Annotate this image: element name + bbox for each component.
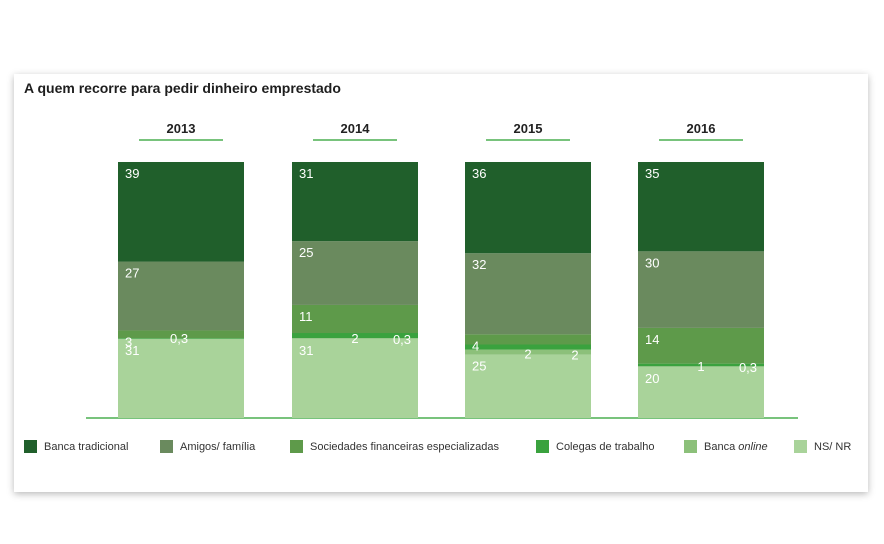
legend-label: Colegas de trabalho bbox=[556, 440, 655, 453]
bar-segment bbox=[118, 338, 244, 418]
value-label: 31 bbox=[299, 343, 313, 358]
value-label: 11 bbox=[299, 309, 313, 324]
bar-segment bbox=[118, 261, 244, 331]
bar-segment bbox=[465, 162, 591, 254]
legend-item-sociedades-financeiras: Sociedades financeiras especializadas bbox=[290, 440, 499, 453]
bar-segment bbox=[292, 162, 418, 242]
legend-swatch bbox=[290, 440, 303, 453]
bar-segment bbox=[292, 333, 418, 339]
value-label: 1 bbox=[697, 359, 704, 374]
value-label: 27 bbox=[125, 266, 139, 281]
legend-item-colegas-trabalho: Colegas de trabalho bbox=[536, 440, 654, 453]
bar-segment bbox=[292, 338, 418, 418]
bar-segment bbox=[465, 253, 591, 335]
bar-segment bbox=[118, 162, 244, 262]
value-label: 25 bbox=[472, 359, 486, 374]
value-label: 31 bbox=[299, 166, 313, 181]
legend-item-amigos-familia: Amigos/ família bbox=[160, 440, 255, 453]
value-label: 36 bbox=[472, 166, 486, 181]
legend-item-banca-online: Banca online bbox=[684, 440, 768, 453]
value-label: 0,3 bbox=[393, 332, 411, 347]
bar-segment bbox=[292, 304, 418, 334]
legend-label: Banca online bbox=[704, 440, 768, 453]
value-label: 0,3 bbox=[170, 331, 188, 346]
bar-segment bbox=[118, 338, 244, 339]
category-label: 2016 bbox=[687, 121, 716, 136]
bar-segment bbox=[465, 354, 591, 418]
legend: Banca tradicional Amigos/ família Socied… bbox=[24, 440, 864, 460]
bar-segment bbox=[638, 327, 764, 364]
value-label: 35 bbox=[645, 166, 659, 181]
bar-segment bbox=[638, 162, 764, 252]
value-label: 2 bbox=[571, 348, 578, 363]
bar-segment bbox=[465, 344, 591, 350]
bar-segment bbox=[638, 251, 764, 328]
legend-label: NS/ NR bbox=[814, 440, 852, 453]
bar-segment bbox=[465, 334, 591, 345]
bar-segment bbox=[638, 366, 764, 418]
category-label: 2013 bbox=[167, 121, 196, 136]
legend-label: Sociedades financeiras especializadas bbox=[310, 440, 499, 453]
value-label: 2 bbox=[524, 347, 531, 362]
value-label: 39 bbox=[125, 166, 139, 181]
category-label: 2015 bbox=[514, 121, 543, 136]
bar-segment bbox=[292, 338, 418, 339]
chart-title: A quem recorre para pedir dinheiro empre… bbox=[24, 80, 341, 96]
category-label: 2014 bbox=[341, 121, 371, 136]
legend-item-banca-tradicional: Banca tradicional bbox=[24, 440, 128, 453]
value-label: 31 bbox=[125, 343, 139, 358]
value-label: 2 bbox=[351, 331, 358, 346]
value-label: 30 bbox=[645, 255, 659, 270]
legend-swatch bbox=[684, 440, 697, 453]
bar-segment bbox=[292, 241, 418, 305]
value-label: 20 bbox=[645, 371, 659, 386]
bar-segment bbox=[638, 366, 764, 367]
bar-segment bbox=[118, 330, 244, 339]
legend-label: Amigos/ família bbox=[180, 440, 256, 453]
value-label: 25 bbox=[299, 245, 313, 260]
legend-swatch bbox=[160, 440, 173, 453]
value-label: 4 bbox=[472, 338, 479, 353]
value-label: 0,3 bbox=[739, 360, 757, 375]
legend-swatch bbox=[794, 440, 807, 453]
value-label: 3 bbox=[125, 334, 132, 349]
bar-segment bbox=[638, 363, 764, 367]
bar-segment bbox=[465, 349, 591, 355]
legend-label: Banca tradicional bbox=[44, 440, 129, 453]
value-label: 14 bbox=[645, 332, 659, 347]
legend-item-ns-nr: NS/ NR bbox=[794, 440, 851, 453]
value-label: 32 bbox=[472, 257, 486, 272]
legend-swatch bbox=[24, 440, 37, 453]
legend-swatch bbox=[536, 440, 549, 453]
